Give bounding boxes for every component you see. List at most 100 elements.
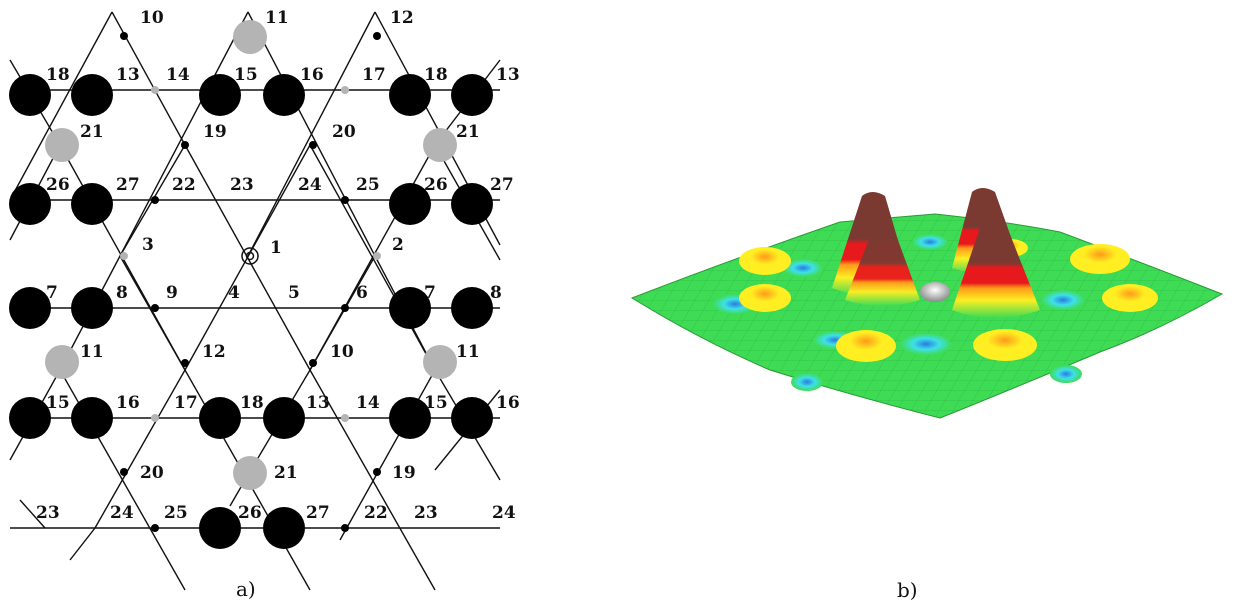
gray-atom (45, 128, 79, 162)
lattice-line (94, 369, 186, 529)
site-label: 22 (172, 175, 196, 195)
black-atom (71, 74, 113, 116)
lattice-line (69, 527, 96, 561)
lattice-node (181, 141, 189, 149)
black-atom (9, 183, 51, 225)
site-label: 24 (110, 503, 134, 523)
caption-a: a) (236, 577, 256, 601)
black-atom (9, 287, 51, 329)
site-label: 26 (46, 175, 70, 195)
site-label: 4 (228, 283, 240, 303)
lattice-node (341, 524, 349, 532)
site-label: 27 (490, 175, 514, 195)
site-label: 26 (238, 503, 262, 523)
site-label: 9 (166, 283, 178, 303)
lattice-node (120, 468, 128, 476)
site-label: 16 (116, 393, 140, 413)
site-label: 27 (116, 175, 140, 195)
site-label: 14 (166, 65, 190, 85)
site-label: 21 (274, 463, 298, 483)
site-label: 20 (332, 122, 356, 142)
site-label: 26 (424, 175, 448, 195)
caption-b: b) (897, 578, 918, 602)
lattice-node-gray (373, 252, 381, 260)
site-label: 16 (300, 65, 324, 85)
lattice-node-gray (151, 414, 159, 422)
site-label: 2 (392, 235, 404, 255)
black-atom (263, 397, 305, 439)
black-atom (389, 74, 431, 116)
site-label: 8 (116, 283, 128, 303)
site-label: 13 (116, 65, 140, 85)
site-label: 13 (496, 65, 520, 85)
site-label: 19 (203, 122, 227, 142)
central-hole (920, 282, 950, 302)
black-atom (199, 74, 241, 116)
lattice-node (309, 359, 317, 367)
site-label: 7 (46, 283, 58, 303)
surface-bumps (739, 239, 1158, 362)
site-label: 14 (356, 393, 380, 413)
black-atom (451, 397, 493, 439)
lattice-node (151, 196, 159, 204)
black-atom (451, 74, 493, 116)
site-label: 3 (142, 235, 154, 255)
lattice-line (247, 11, 376, 257)
black-atom (199, 397, 241, 439)
site-label: 8 (490, 283, 502, 303)
lattice-node (151, 304, 159, 312)
site-label: 23 (230, 175, 254, 195)
site-label: 15 (234, 65, 258, 85)
black-atom (71, 397, 113, 439)
site-label: 11 (456, 342, 480, 362)
black-atom (263, 507, 305, 549)
black-atom (389, 397, 431, 439)
site-label: 15 (424, 393, 448, 413)
lattice-line (339, 369, 436, 541)
black-atom (9, 74, 51, 116)
lattice-line (9, 11, 113, 201)
lattice-node (309, 141, 317, 149)
site-label: 19 (392, 463, 416, 483)
gray-atom (233, 456, 267, 490)
lattice-node (373, 32, 381, 40)
site-label: 23 (36, 503, 60, 523)
lattice-node (341, 304, 349, 312)
site-label: 20 (140, 463, 164, 483)
lattice-node (373, 468, 381, 476)
black-atom (451, 183, 493, 225)
site-label: 21 (80, 122, 104, 142)
site-label: 27 (306, 503, 330, 523)
black-atom (389, 287, 431, 329)
lattice-line (119, 255, 186, 371)
black-atom (9, 397, 51, 439)
lattice-line (309, 255, 376, 371)
black-atom (451, 287, 493, 329)
site-label: 16 (496, 393, 520, 413)
surface-peaks (832, 188, 1040, 318)
lattice-line (119, 11, 249, 257)
site-label: 11 (80, 342, 104, 362)
gray-atom (423, 345, 457, 379)
site-label: 5 (288, 283, 300, 303)
black-atom (263, 74, 305, 116)
lattice-line (19, 499, 46, 529)
site-label: 17 (174, 393, 198, 413)
black-atom (71, 287, 113, 329)
gray-atom (233, 20, 267, 54)
site-label: 12 (390, 8, 414, 28)
lattice-node (181, 359, 189, 367)
lattice-node (120, 32, 128, 40)
black-atom (199, 507, 241, 549)
site-label: 21 (456, 122, 480, 142)
lattice-node-gray (120, 252, 128, 260)
site-label: 22 (364, 503, 388, 523)
potential-surface-plot: b) (630, 188, 1224, 602)
site-label: 25 (356, 175, 380, 195)
lattice-line (309, 369, 436, 591)
lattice-node-gray (341, 414, 349, 422)
center-site-label: 1 (270, 238, 282, 258)
